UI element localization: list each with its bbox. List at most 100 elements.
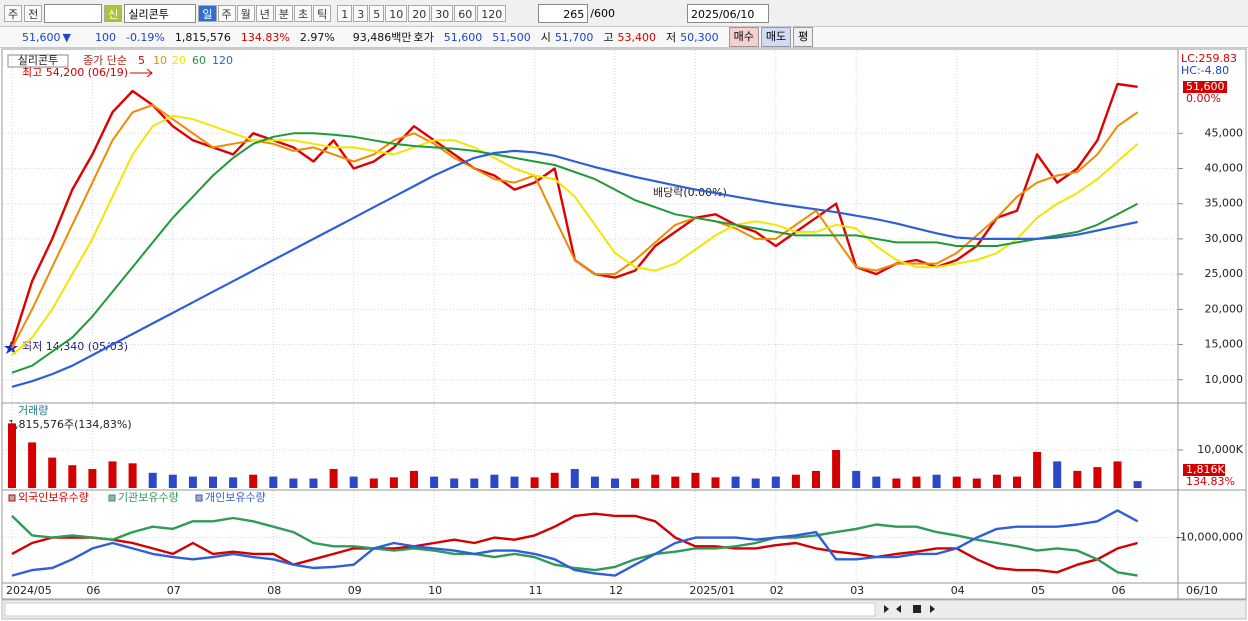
low-marker xyxy=(4,341,18,354)
open: 51,700 xyxy=(554,30,594,44)
volume-bar xyxy=(1113,461,1122,488)
quote-change-rate: -0.19% xyxy=(125,30,165,44)
interval-button[interactable]: 1 xyxy=(337,4,353,22)
volume-bar xyxy=(249,474,258,488)
volume-last-box xyxy=(1183,464,1225,476)
x-tick-label: 05 xyxy=(1031,584,1045,597)
volume-bar xyxy=(269,476,278,488)
y-tick-label: 45,000 xyxy=(1205,126,1244,139)
y-tick-label: 10,000 xyxy=(1205,373,1244,386)
volume-bar xyxy=(731,476,740,488)
quote-amount: 93,486백만 xyxy=(352,31,412,44)
volume-bar xyxy=(148,472,157,488)
period-button[interactable]: 월 xyxy=(236,4,255,22)
interval-button[interactable]: 20 xyxy=(408,4,431,22)
volume-bar xyxy=(1093,467,1102,488)
volume-bar xyxy=(530,477,539,488)
volume-bar xyxy=(1033,451,1042,488)
open-label: 시 xyxy=(540,31,551,44)
volume-bar xyxy=(510,476,519,488)
period-button[interactable]: 일 xyxy=(198,4,217,22)
sell-button[interactable]: 매도 xyxy=(760,27,792,47)
volume-bar xyxy=(128,463,137,488)
x-tick-label: 06 xyxy=(1112,584,1126,597)
volume-bar xyxy=(48,457,57,488)
bid: 51,500 xyxy=(492,30,531,44)
x-tick-label: 09 xyxy=(348,584,362,597)
x-tick-label: 10 xyxy=(428,584,442,597)
volume-last-ratio: 134.83% xyxy=(1186,475,1235,488)
interval-button[interactable]: 30 xyxy=(431,4,454,22)
volume-bar xyxy=(108,461,117,488)
high: 53,400 xyxy=(617,30,657,44)
interval-group: 1 3 5 10 20 30 60 120 xyxy=(337,4,507,22)
interval-button[interactable]: 3 xyxy=(353,4,369,22)
volume-bar xyxy=(229,477,238,488)
x-tick-label: 06 xyxy=(86,584,100,597)
scroll-track xyxy=(4,602,876,617)
volume-bar xyxy=(470,478,479,488)
volume-bar xyxy=(8,423,16,488)
series-line xyxy=(11,132,1139,374)
volume-bar xyxy=(209,476,217,488)
period-button[interactable]: 년 xyxy=(255,4,274,22)
x-tick-label: 2025/01 xyxy=(689,584,735,597)
interval-button[interactable]: 60 xyxy=(454,4,477,22)
series-line xyxy=(11,509,1139,577)
low-label: 저 xyxy=(666,31,677,44)
stock-name[interactable]: 실리콘투 xyxy=(124,3,197,23)
volume-bar xyxy=(1073,470,1082,488)
scope-select[interactable]: 전 xyxy=(24,4,43,22)
plot-layer: 2024/05 06 07 08 09 10 11 12 2025/01 02 03 04 05 06 10… xyxy=(3,50,1244,597)
volume-bar xyxy=(590,476,599,488)
chart-frame xyxy=(1,48,1247,600)
volume-bar xyxy=(430,476,439,488)
volume-bar xyxy=(1013,476,1021,488)
avg-button[interactable]: 평 xyxy=(793,27,814,47)
high-arrow xyxy=(130,68,153,78)
lc-label: LC:259.83 xyxy=(1181,52,1237,65)
volume-bar xyxy=(28,442,37,488)
legend-swatch xyxy=(108,494,116,502)
volume-bar xyxy=(711,477,720,488)
market-select[interactable]: 주 xyxy=(4,4,23,22)
y-tick-label: 40,000 xyxy=(1205,161,1244,174)
legend-swatch xyxy=(8,494,16,502)
ask: 51,600 xyxy=(443,30,483,44)
period-button[interactable]: 주 xyxy=(217,4,236,22)
x-tick-label: 07 xyxy=(167,584,181,597)
volume-bar xyxy=(88,469,97,488)
period-button[interactable]: 초 xyxy=(294,4,313,22)
series-line xyxy=(11,512,1138,574)
volume-bar xyxy=(651,474,660,488)
interval-button[interactable]: 10 xyxy=(385,4,408,22)
volume-last-label: 1,816K xyxy=(1186,463,1225,476)
count-input[interactable]: 265 xyxy=(538,3,589,23)
volume-bar xyxy=(369,478,378,488)
interval-button[interactable]: 120 xyxy=(477,4,507,22)
low-annotation: 최저 14,340 (05/03) xyxy=(22,340,128,353)
y-tick-label: 35,000 xyxy=(1205,197,1244,210)
buy-button[interactable]: 매수 xyxy=(728,27,759,47)
period-button[interactable]: 틱 xyxy=(313,4,332,22)
y-tick-label: 30,000 xyxy=(1205,232,1244,245)
volume-bar xyxy=(892,478,901,488)
x-tick-label: 03 xyxy=(850,584,864,597)
legend-entry: 개인보유수량 xyxy=(205,491,266,504)
legend-entry: 외국인보유수량 xyxy=(18,491,89,504)
date-input[interactable]: 2025/06/10 xyxy=(686,3,769,23)
last-change: 0.00% xyxy=(1186,92,1221,105)
interval-button[interactable]: 5 xyxy=(369,4,385,22)
new-badge[interactable]: 신 xyxy=(104,4,123,22)
volume-bar xyxy=(490,474,499,488)
end-date-label: 06/10 xyxy=(1186,584,1218,597)
period-button[interactable]: 분 xyxy=(274,4,293,22)
code-input[interactable]: 257720 xyxy=(44,3,103,23)
chart-title: 실리콘투 xyxy=(18,54,58,67)
series-line xyxy=(11,104,1139,349)
volume-bar xyxy=(611,478,619,488)
y-tick-label: 15,000 xyxy=(1205,338,1244,351)
